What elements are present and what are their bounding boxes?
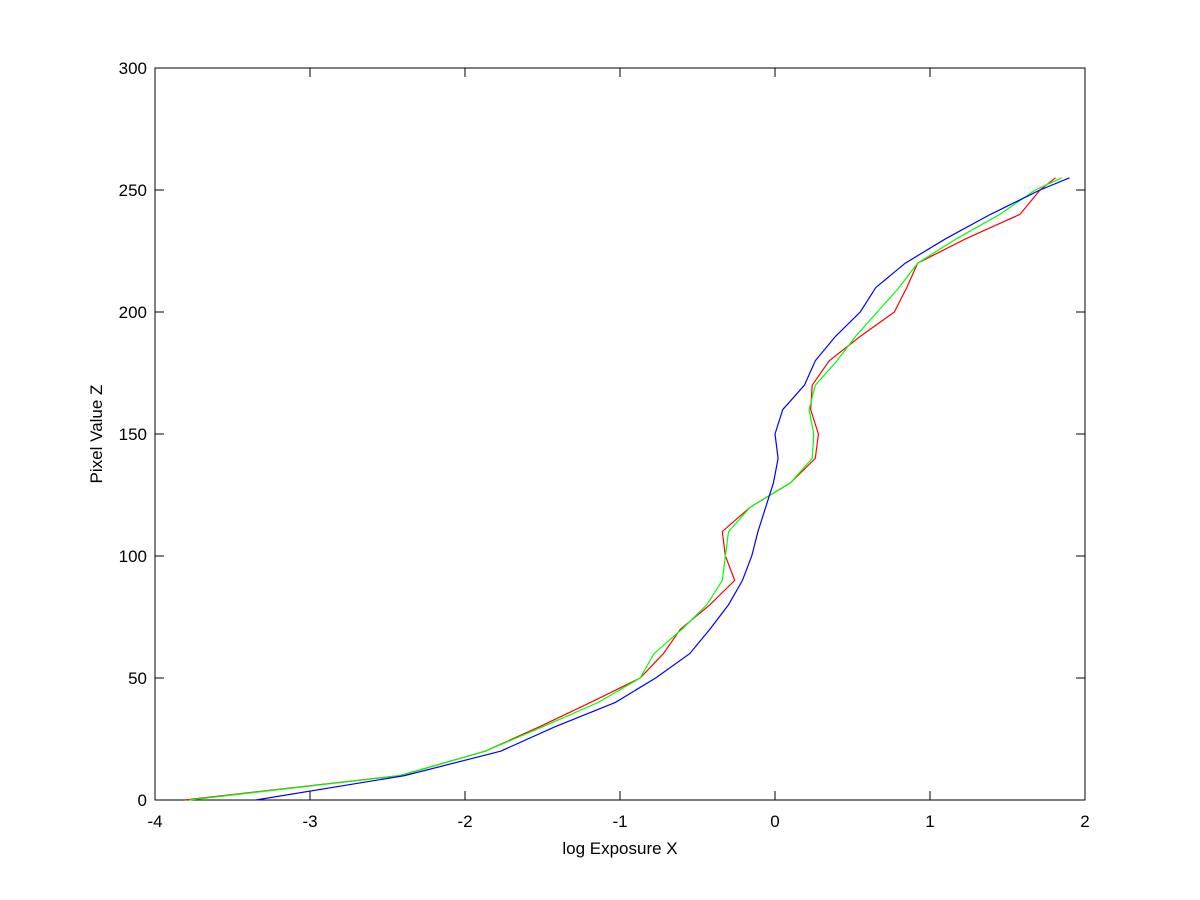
x-tick-label: -3 [302,812,317,831]
y-tick-label: 250 [119,181,147,200]
y-tick-label: 200 [119,303,147,322]
series-line [184,177,1056,801]
y-tick-label: 300 [119,59,147,78]
x-tick-label: -2 [457,812,472,831]
x-axis-label: log Exposure X [562,839,677,858]
y-tick-label: 0 [138,791,147,810]
y-axis-label: Pixel Value Z [87,385,106,484]
x-tick-label: 0 [770,812,779,831]
x-tick-label: 2 [1080,812,1089,831]
series-line [189,177,1063,801]
y-tick-label: 150 [119,425,147,444]
x-tick-label: -4 [147,812,162,831]
y-tick-label: 100 [119,547,147,566]
x-tick-label: -1 [612,812,627,831]
x-tick-label: 1 [925,812,934,831]
series-line [255,177,1070,801]
y-tick-label: 50 [128,669,147,688]
